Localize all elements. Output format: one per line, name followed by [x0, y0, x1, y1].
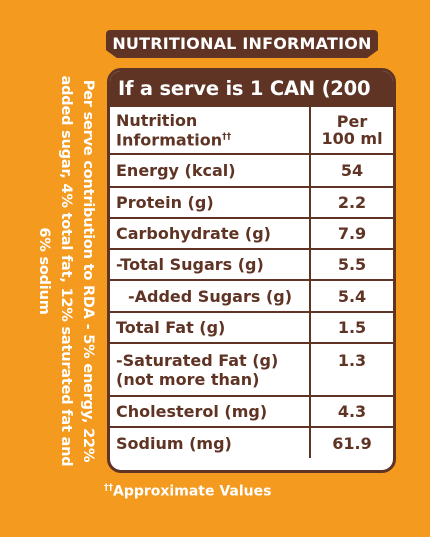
table-row: -Total Sugars (g) 5.5 — [110, 249, 393, 281]
row-value: 54 — [309, 154, 393, 188]
footnote-text: Approximate Values — [113, 483, 272, 500]
row-label: Sodium (mg) — [116, 433, 232, 453]
rda-side-note-text: Per serve contribution to RDA - 5% energ… — [36, 75, 96, 467]
row-label-two-line: -Saturated Fat (g) (not more than) — [110, 343, 310, 397]
footnote-mark: †† — [104, 483, 113, 493]
header-col1-line2: Information — [116, 130, 223, 150]
table-row: Protein (g) 2.2 — [110, 187, 393, 219]
header-per-100ml: Per 100 ml — [309, 107, 393, 155]
serve-heading: If a serve is 1 CAN (200 ml) — [110, 71, 393, 136]
table-row: -Saturated Fat (g) (not more than) 1.3 — [110, 343, 393, 397]
table-header-row: Nutrition Information†† Per 100 ml — [110, 107, 393, 155]
row-label-line2: (not more than) — [116, 369, 260, 389]
table-row: Energy (kcal) 54 — [110, 154, 393, 188]
banner-title: NUTRITIONAL INFORMATION — [112, 34, 372, 53]
header-col1-line1: Nutrition — [116, 110, 198, 130]
header-col2-line1: Per — [336, 112, 368, 131]
row-label: Cholesterol (mg) — [110, 396, 310, 428]
row-value: 61.9 — [309, 427, 393, 458]
nutritional-information-banner: NUTRITIONAL INFORMATION — [106, 30, 378, 58]
row-label: Carbohydrate (g) — [110, 218, 310, 250]
row-label: -Added Sugars (g) — [110, 280, 310, 313]
row-value: 5.5 — [309, 249, 393, 281]
table-row: Carbohydrate (g) 7.9 — [110, 218, 393, 250]
header-col1-mark: †† — [222, 131, 232, 142]
row-value: 2.2 — [309, 187, 393, 219]
header-col2-line2: 100 ml — [321, 129, 383, 148]
table-row: Sodium (mg) 61.9 — [110, 427, 393, 458]
rda-side-note: Per serve contribution to RDA - 5% energ… — [36, 74, 96, 468]
header-nutrition-information: Nutrition Information†† — [110, 107, 310, 155]
row-label: Energy (kcal) — [110, 154, 310, 188]
row-value: 1.5 — [309, 312, 393, 344]
row-label: -Total Sugars (g) — [110, 249, 310, 281]
table-row: Total Fat (g) 1.5 — [110, 312, 393, 344]
nutrition-table-panel: If a serve is 1 CAN (200 ml) Nutrition I… — [107, 68, 396, 473]
row-label-line1: -Saturated Fat (g) — [116, 350, 279, 370]
table-row: Cholesterol (mg) 4.3 — [110, 396, 393, 428]
row-value: 1.3 — [309, 343, 393, 397]
table-row: -Added Sugars (g) 5.4 — [110, 280, 393, 313]
row-value: 4.3 — [309, 396, 393, 428]
row-value: 5.4 — [309, 280, 393, 313]
row-value: 7.9 — [309, 218, 393, 250]
row-label: Protein (g) — [110, 187, 310, 219]
footnote: ††Approximate Values — [104, 483, 271, 500]
row-label: Total Fat (g) — [110, 312, 310, 344]
nutrition-table: Nutrition Information†† Per 100 ml Energ… — [110, 107, 393, 458]
